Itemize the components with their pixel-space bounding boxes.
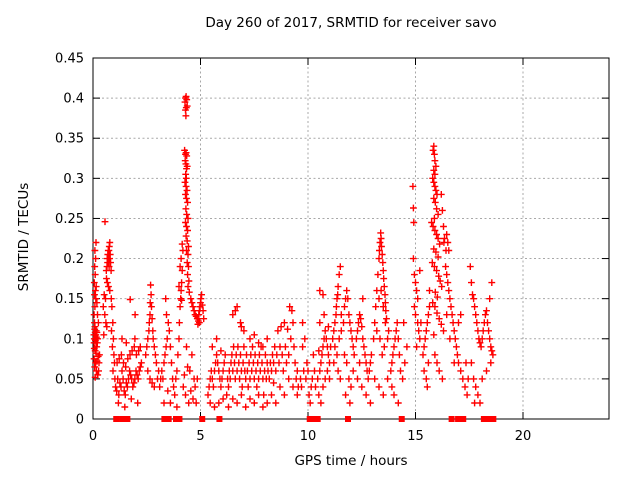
tick-marks (92, 57, 609, 420)
chart-title: Day 260 of 2017, SRMTID for receiver sav… (205, 15, 497, 31)
svg-text:0.1: 0.1 (63, 332, 84, 347)
x-axis-label: GPS time / hours (294, 453, 408, 469)
svg-text:0.2: 0.2 (63, 252, 84, 267)
svg-text:5: 5 (196, 429, 204, 444)
svg-text:0.4: 0.4 (63, 92, 84, 107)
y-axis-label: SRMTID / TECUs (16, 182, 32, 292)
svg-text:0.45: 0.45 (55, 52, 84, 67)
svg-text:0: 0 (76, 413, 84, 428)
svg-text:20: 20 (515, 429, 532, 444)
svg-text:10: 10 (300, 429, 317, 444)
scatter-points (90, 93, 497, 411)
tick-labels: 0 5 10 15 20 0 0.05 0.1 0.15 0.2 0.25 0.3 0.35 0.4 0.4… (55, 52, 531, 445)
svg-text:0.35: 0.35 (55, 132, 84, 147)
grid-layer (93, 58, 609, 419)
zero-value-markers (113, 416, 497, 422)
plot-frame (92, 57, 610, 420)
svg-text:15: 15 (407, 429, 424, 444)
svg-text:0.05: 0.05 (55, 372, 84, 387)
svg-text:0: 0 (89, 429, 97, 444)
svg-text:0.15: 0.15 (55, 292, 84, 307)
svg-text:0.3: 0.3 (63, 172, 84, 187)
svg-text:0.25: 0.25 (55, 212, 84, 227)
